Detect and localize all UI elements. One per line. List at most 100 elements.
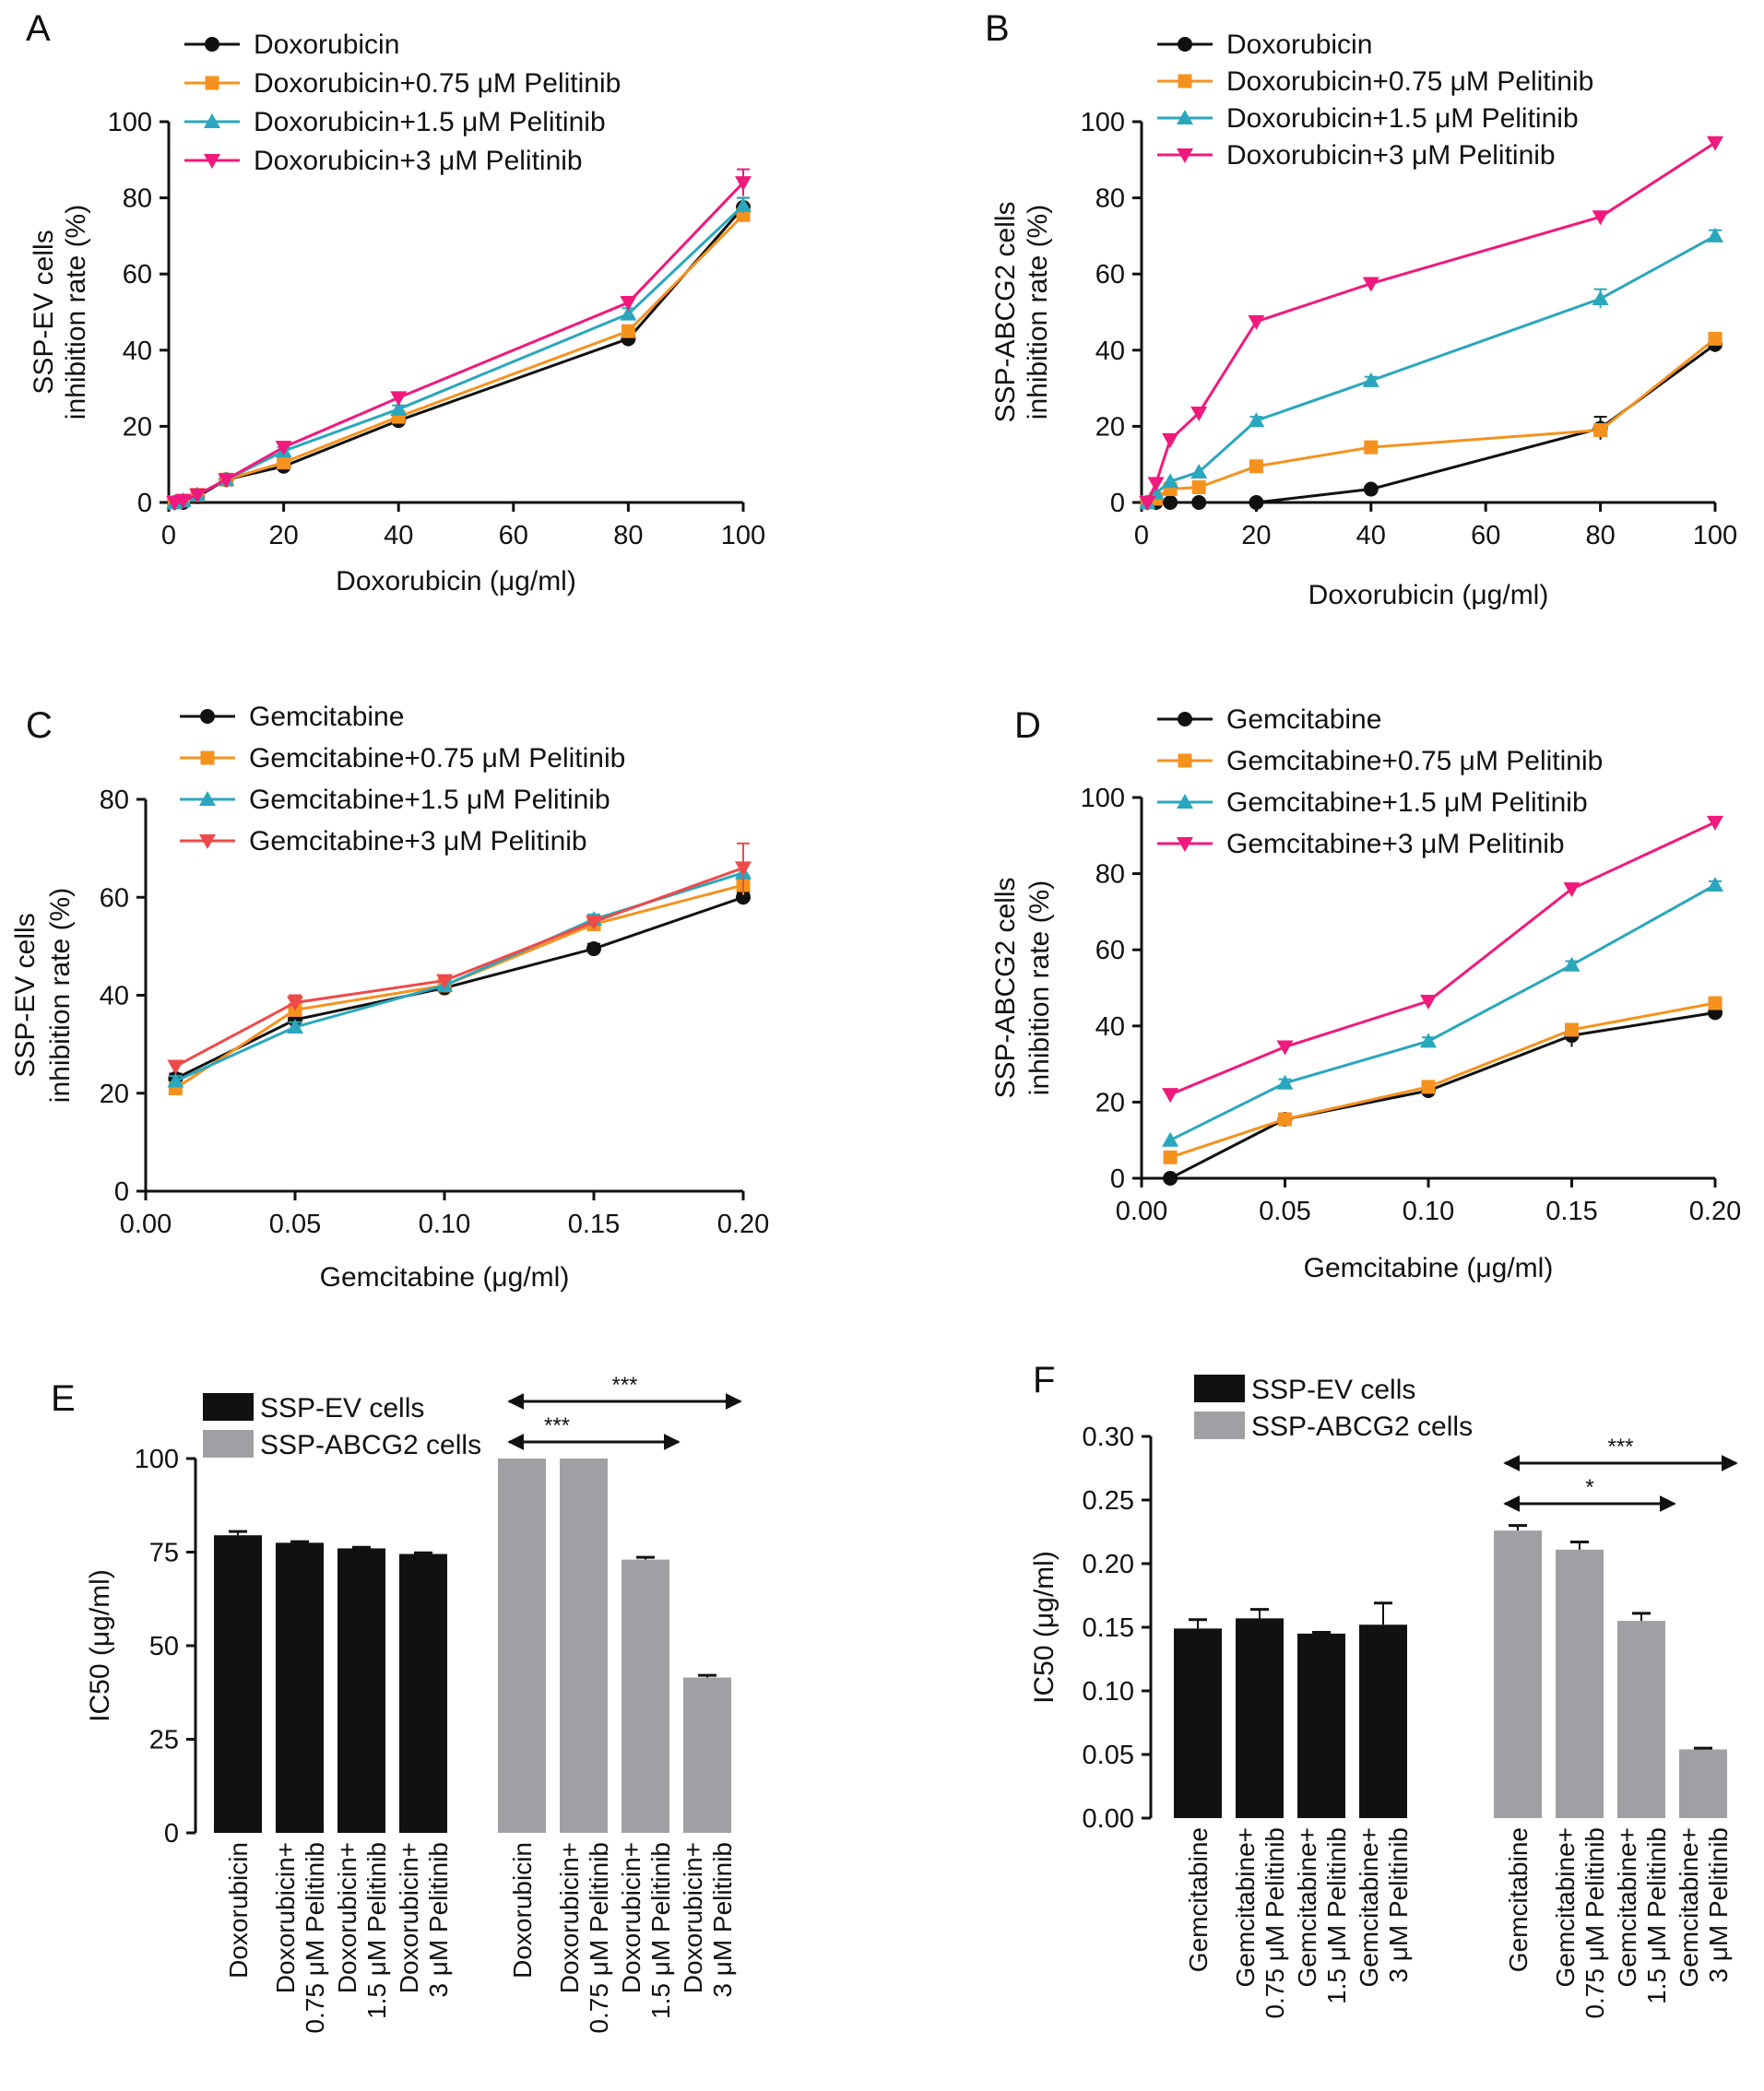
- data-point: [1276, 1040, 1294, 1056]
- x-tick-label: Gemcitabine+ 3 μM Pelitinib: [1675, 1827, 1733, 1988]
- y-tick-label: 0: [114, 1177, 129, 1207]
- axes: 0 20 40 60 80 100 0 20 40 60 80 100 Doxorubicin (μg/…: [29, 108, 765, 597]
- legend-marker: [1177, 148, 1193, 163]
- y-tick-label: 60: [100, 883, 129, 913]
- y-tick-label: 0.05: [1083, 1741, 1134, 1770]
- legend-label: SSP-EV cells: [260, 1393, 424, 1424]
- legend-label: Doxorubicin: [1226, 30, 1372, 60]
- y-axis-label: IC50 (μg/ml): [1029, 1551, 1060, 1704]
- data-point: [1563, 956, 1580, 972]
- x-tick-label: 0.10: [419, 1210, 470, 1239]
- x-tick-label: 100: [1693, 521, 1737, 550]
- x-axis-label: Gemcitabine (μg/ml): [320, 1262, 570, 1293]
- data-point: [1278, 1112, 1292, 1127]
- panel-label-a: A: [26, 8, 51, 49]
- panel-label-c: C: [26, 705, 53, 746]
- y-tick-label: 20: [1095, 1088, 1125, 1117]
- panel-f: F 0.00 0.05 0.10 0.15 0.20 0.25 0.30 IC50 (μg/m…: [1029, 1360, 1738, 2019]
- x-tick-label: Doxorubicin+ 0.75 μM Pelitinib: [271, 1842, 329, 2034]
- x-tick-label: 0.05: [269, 1210, 321, 1239]
- bar: [622, 1559, 669, 1833]
- data-point: [620, 305, 637, 321]
- series-4: [1139, 136, 1723, 511]
- y-axis-label: SSP-EV cells: [29, 230, 59, 394]
- legend-entry: Doxorubicin+1.5 μM Pelitinib: [184, 107, 606, 137]
- x-tick-label: 100: [721, 521, 765, 550]
- x-tick-label-line: Doxorubicin: [224, 1842, 253, 1979]
- bar: [1494, 1530, 1542, 1818]
- bar-series-2: [1494, 1524, 1727, 1818]
- x-tick-label-line: 0.75 μM Pelitinib: [585, 1842, 613, 2034]
- y-tick-label: 0.00: [1083, 1804, 1134, 1834]
- y-axis-label: IC50 (μg/ml): [85, 1569, 115, 1722]
- legend-entry: SSP-EV cells: [203, 1393, 424, 1424]
- series-3: [166, 196, 752, 509]
- data-point: [1190, 463, 1208, 478]
- bar: [337, 1548, 385, 1833]
- legend-label: Gemcitabine: [1226, 704, 1381, 735]
- legend-entry: Doxorubicin+0.75 μM Pelitinib: [184, 68, 621, 99]
- legend-entry: Doxorubicin: [184, 30, 399, 60]
- x-tick-label: 0.00: [120, 1210, 172, 1239]
- data-point: [1147, 477, 1165, 492]
- data-point: [1248, 314, 1265, 330]
- data-point: [1191, 479, 1206, 494]
- legend-swatch: [1194, 1375, 1245, 1402]
- legend-marker: [205, 76, 219, 90]
- x-axis-label: Gemcitabine (μg/ml): [1304, 1253, 1554, 1283]
- data-point: [287, 1019, 303, 1034]
- x-tick-label: 0.00: [1116, 1197, 1167, 1226]
- x-tick-label: Doxorubicin+ 1.5 μM Pelitinib: [333, 1842, 391, 2019]
- legend-marker: [1177, 794, 1193, 809]
- legend-marker: [1177, 837, 1193, 852]
- data-point: [1362, 277, 1379, 292]
- legend-entry: Gemcitabine: [180, 702, 404, 732]
- data-point: [1565, 1022, 1579, 1037]
- series-line: [1145, 141, 1716, 503]
- legend-label: Gemcitabine+3 μM Pelitinib: [1226, 829, 1565, 859]
- bar: [1174, 1628, 1222, 1818]
- series-2: [1163, 996, 1723, 1164]
- data-point: [1163, 1150, 1178, 1164]
- bar: [683, 1677, 731, 1833]
- legend-marker: [1178, 753, 1192, 768]
- significance-brackets: *** ***: [507, 1373, 742, 1450]
- y-axis-label: SSP-EV cells: [10, 913, 41, 1077]
- series-line: [1169, 821, 1716, 1096]
- data-point: [174, 493, 192, 509]
- y-tick-label: 100: [1081, 108, 1125, 137]
- data-point: [287, 996, 303, 1011]
- x-tick-label-line: Doxorubicin+: [679, 1842, 707, 1993]
- legend-entry: Doxorubicin+0.75 μM Pelitinib: [1157, 66, 1593, 97]
- axes: 0.00 0.05 0.10 0.15 0.20 0 20 40 60 80 Gemcitabine…: [10, 786, 769, 1293]
- x-tick-label-line: Gemcitabine+: [1231, 1827, 1260, 1988]
- x-tick-label: Gemcitabine+ 0.75 μM Pelitinib: [1231, 1827, 1289, 2019]
- x-tick-label: Gemcitabine+ 0.75 μM Pelitinib: [1551, 1827, 1609, 2019]
- axes: 0.00 0.05 0.10 0.15 0.20 0 20 40 60 80 100 Gemcitab…: [990, 784, 1741, 1283]
- series-line: [1146, 337, 1716, 504]
- y-tick-label: 0: [1110, 489, 1125, 518]
- data-point: [1191, 495, 1207, 510]
- data-point: [1163, 495, 1178, 510]
- bar: [1617, 1621, 1665, 1818]
- data-point: [1162, 473, 1179, 489]
- y-axis-label: SSP-ABCG2 cells: [990, 877, 1021, 1098]
- bar: [560, 1459, 608, 1833]
- data-point: [277, 455, 291, 470]
- legend-label: Doxorubicin: [254, 30, 399, 60]
- data-point: [735, 861, 752, 877]
- legend-marker: [1178, 712, 1192, 727]
- legend-marker: [1178, 37, 1192, 52]
- legend-label: Gemcitabine+0.75 μM Pelitinib: [1226, 746, 1603, 776]
- x-tick-label: 60: [1471, 521, 1500, 550]
- y-tick-label: 40: [123, 337, 152, 366]
- legend-swatch: [1194, 1412, 1245, 1439]
- y-tick-label: 100: [108, 108, 152, 137]
- x-tick-label: Doxorubicin+ 0.75 μM Pelitinib: [555, 1842, 613, 2034]
- x-tick-label-line: Doxorubicin+: [333, 1842, 361, 1993]
- x-tick-label: 40: [1356, 521, 1386, 550]
- bar-series-1: [1174, 1601, 1407, 1818]
- legend-label: Gemcitabine+3 μM Pelitinib: [249, 826, 587, 856]
- significance-label: ***: [544, 1413, 570, 1438]
